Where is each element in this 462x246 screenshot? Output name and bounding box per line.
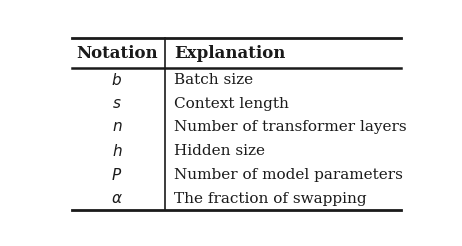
Text: Context length: Context length xyxy=(174,97,289,111)
Text: The fraction of swapping: The fraction of swapping xyxy=(174,192,367,206)
Text: Number of transformer layers: Number of transformer layers xyxy=(174,121,407,135)
Text: Notation: Notation xyxy=(76,45,158,62)
Text: Explanation: Explanation xyxy=(174,45,286,62)
Text: Hidden size: Hidden size xyxy=(174,144,265,158)
Text: Batch size: Batch size xyxy=(174,73,253,87)
Text: $s$: $s$ xyxy=(112,97,122,111)
Text: Number of model parameters: Number of model parameters xyxy=(174,168,403,182)
Text: $\alpha$: $\alpha$ xyxy=(111,192,123,206)
Text: $b$: $b$ xyxy=(111,72,122,88)
Text: $P$: $P$ xyxy=(111,167,122,183)
Text: $n$: $n$ xyxy=(111,121,122,135)
Text: $h$: $h$ xyxy=(111,143,122,159)
